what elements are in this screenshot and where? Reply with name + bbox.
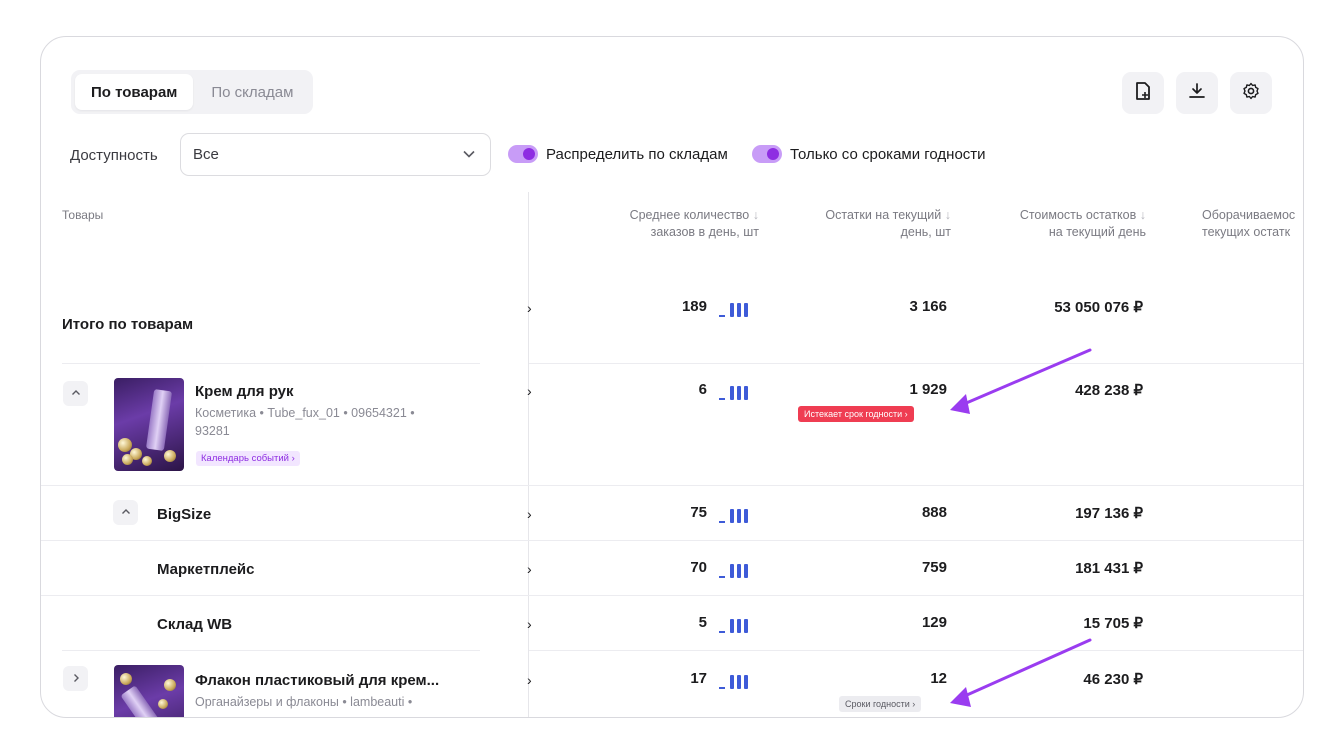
cream-avg-orders: 6 xyxy=(698,381,707,398)
cell-fragment: › xyxy=(527,561,532,577)
expiry-toggle[interactable]: Только со сроками годности xyxy=(752,145,986,163)
flacon-stock-cost: 46 230 ₽ xyxy=(1083,671,1143,688)
marketplace-stock: 759 xyxy=(921,559,947,576)
annotation-arrows xyxy=(950,348,1092,707)
marketplace-avg-orders: 70 xyxy=(690,559,707,576)
total-row-title: Итого по товарам xyxy=(62,316,194,333)
wb-stock: 129 xyxy=(921,614,947,631)
row-divider xyxy=(529,363,1303,364)
distribute-toggle[interactable]: Распределить по складам xyxy=(508,145,728,163)
bigsize-title: BigSize xyxy=(157,506,212,523)
product-meta-line1: Косметика • Tube_fux_01 • 09654321 • xyxy=(195,406,415,420)
sort-arrow-icon: ↓ xyxy=(944,208,951,222)
row-divider xyxy=(41,540,1303,541)
chevron-right-icon xyxy=(71,670,81,688)
gear-icon xyxy=(1242,82,1260,105)
marketplace-stock-cost: 181 431 ₽ xyxy=(1075,560,1143,577)
wb-warehouse-title: Склад WB xyxy=(157,616,233,633)
availability-value: Все xyxy=(193,146,219,163)
sparkline[interactable] xyxy=(719,303,748,317)
collapse-button[interactable] xyxy=(113,500,138,525)
cell-fragment: › xyxy=(527,300,532,316)
total-stock-cost: 53 050 076 ₽ xyxy=(1054,299,1143,316)
cell-fragment: › xyxy=(527,506,532,522)
distribute-label: Распределить по складам xyxy=(546,145,728,163)
product-name[interactable]: Флакон пластиковый для крем... xyxy=(195,672,440,689)
cell-fragment: › xyxy=(527,616,532,632)
column-cost-line2: на текущий день xyxy=(1048,225,1146,239)
sparkline[interactable] xyxy=(719,386,748,400)
row-divider xyxy=(529,650,1303,651)
column-turnover-line2: текущих остатк xyxy=(1202,225,1291,239)
column-stock[interactable]: Остатки на текущий ↓ день, шт xyxy=(776,207,951,241)
column-stock-line2: день, шт xyxy=(900,225,951,239)
cell-fragment: › xyxy=(527,383,532,399)
collapse-button[interactable] xyxy=(63,381,88,406)
sparkline[interactable] xyxy=(719,564,748,578)
column-avg-orders[interactable]: Среднее количество ↓ заказов в день, шт xyxy=(589,207,759,241)
bigsize-stock: 888 xyxy=(921,504,947,521)
expiry-switch[interactable] xyxy=(752,145,782,163)
product-image[interactable] xyxy=(114,378,184,471)
expand-button[interactable] xyxy=(63,666,88,691)
column-stock-cost[interactable]: Стоимость остатков ↓ на текущий день xyxy=(966,207,1146,241)
total-avg-orders: 189 xyxy=(681,298,707,315)
bigsize-avg-orders: 75 xyxy=(690,504,707,521)
frozen-column-divider xyxy=(528,192,529,717)
view-tabs: По товарам По складам xyxy=(71,70,314,114)
arrow-to-expiry-badge xyxy=(950,638,1092,707)
row-divider xyxy=(62,650,480,651)
settings-button[interactable] xyxy=(1230,72,1272,114)
sort-arrow-icon: ↓ xyxy=(752,208,759,222)
download-button[interactable] xyxy=(1176,72,1218,114)
flacon-stock: 12 xyxy=(930,670,947,687)
availability-label: Доступность xyxy=(70,147,158,164)
cream-stock: 1 929 xyxy=(909,381,947,398)
bigsize-stock-cost: 197 136 ₽ xyxy=(1075,505,1143,522)
column-stock-line1: Остатки на текущий xyxy=(825,208,942,222)
row-divider xyxy=(41,595,1303,596)
chevron-down-icon xyxy=(462,147,476,165)
product-meta-line2: 93281 xyxy=(195,424,230,438)
sort-arrow-icon: ↓ xyxy=(1139,208,1146,222)
file-export-icon xyxy=(1134,81,1152,106)
events-calendar-badge[interactable]: Календарь событий › xyxy=(196,451,300,466)
expiry-label: Только со сроками годности xyxy=(790,145,986,163)
chevron-up-icon xyxy=(121,504,131,522)
cell-fragment: › xyxy=(527,672,532,688)
column-turnover-line1: Оборачиваемос xyxy=(1202,208,1296,222)
column-avg-orders-line1: Среднее количество xyxy=(629,208,750,222)
stock-report-panel: По товарам По складам Доступность Все Ра… xyxy=(40,36,1304,718)
tab-by-products[interactable]: По товарам xyxy=(75,74,194,110)
wb-avg-orders: 5 xyxy=(698,614,707,631)
distribute-switch[interactable] xyxy=(508,145,538,163)
column-cost-line1: Стоимость остатков xyxy=(1019,208,1137,222)
marketplace-title: Маркетплейс xyxy=(157,561,255,578)
cream-stock-cost: 428 238 ₽ xyxy=(1075,382,1143,399)
arrow-to-expiring-badge xyxy=(950,348,1092,414)
row-divider xyxy=(62,363,480,364)
product-name[interactable]: Крем для рук xyxy=(195,383,294,400)
chevron-up-icon xyxy=(71,385,81,403)
product-image[interactable] xyxy=(114,665,184,717)
column-turnover[interactable]: Оборачиваемос текущих остатк xyxy=(1202,207,1303,241)
wb-stock-cost: 15 705 ₽ xyxy=(1083,615,1143,632)
product-meta: Органайзеры и флаконы • lambeauti • xyxy=(195,695,413,709)
column-avg-orders-line2: заказов в день, шт xyxy=(650,225,759,239)
total-stock: 3 166 xyxy=(909,298,947,315)
expiring-badge[interactable]: Истекает срок годности › xyxy=(798,406,914,422)
sparkline[interactable] xyxy=(719,619,748,633)
sparkline[interactable] xyxy=(719,509,748,523)
download-icon xyxy=(1188,82,1206,105)
expiry-dates-badge[interactable]: Сроки годности › xyxy=(839,696,922,712)
flacon-avg-orders: 17 xyxy=(690,670,707,687)
tab-by-warehouses[interactable]: По складам xyxy=(211,83,294,101)
column-products: Товары xyxy=(62,208,104,222)
product-meta: Косметика • Tube_fux_01 • 09654321 • 932… xyxy=(195,404,415,440)
sparkline[interactable] xyxy=(719,675,748,689)
row-divider xyxy=(41,485,1303,486)
export-file-button[interactable] xyxy=(1122,72,1164,114)
availability-select[interactable]: Все xyxy=(180,133,491,176)
